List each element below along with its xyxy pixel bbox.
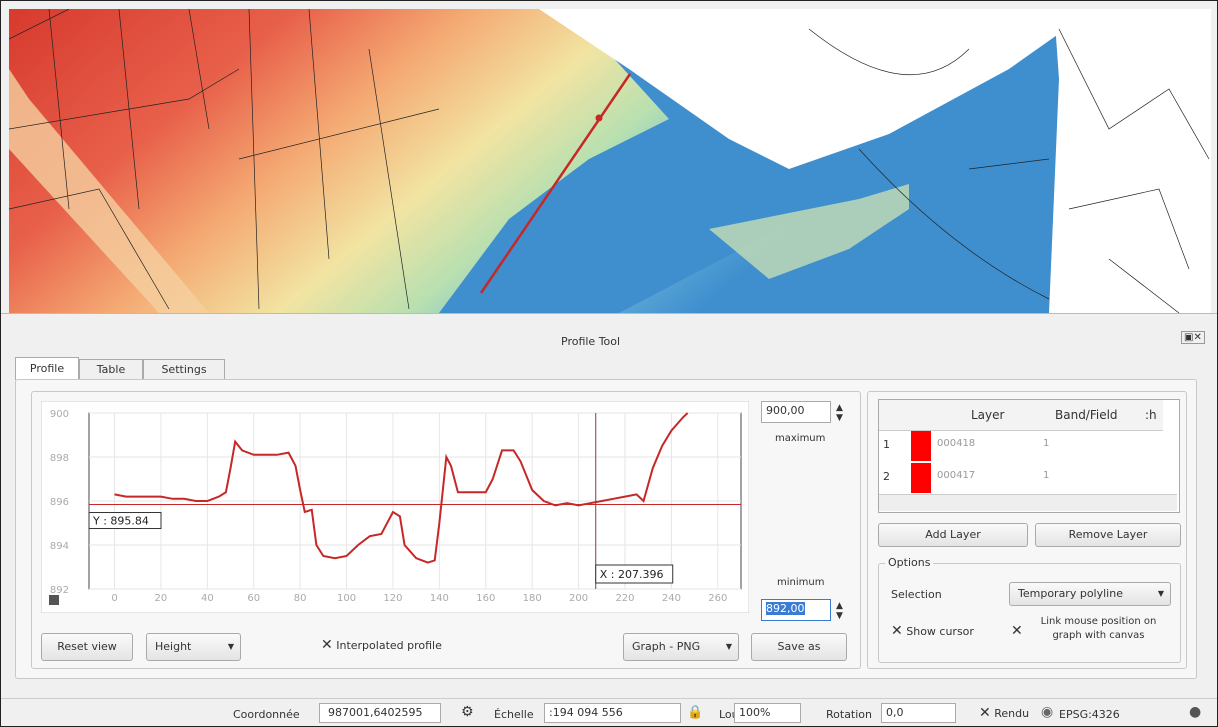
x-tick-label: 140 [430, 593, 449, 604]
lock-icon[interactable]: 🔒 [687, 705, 703, 720]
band: 1 [1043, 470, 1049, 481]
export-format-dropdown[interactable]: Graph - PNG▼ [623, 633, 739, 661]
table-header [879, 400, 1163, 431]
panel-title: Profile Tool [561, 335, 620, 348]
max-label: maximum [775, 433, 825, 444]
x-tick-label: 120 [383, 593, 402, 604]
render-checkbox[interactable]: ✕ Rendu [979, 705, 1029, 721]
qgis-window: Profile Tool ▣✕ Profile Table Settings 8… [0, 0, 1218, 727]
x-tick-label: 60 [247, 593, 260, 604]
y-tick-label: 896 [50, 497, 69, 508]
y-tick-label: 892 [50, 585, 69, 596]
remove-layer-button[interactable]: Remove Layer [1035, 523, 1181, 547]
dropdown-value: Graph - PNG [632, 640, 700, 653]
x-tick-label: 180 [523, 593, 542, 604]
dropdown-value: Height [155, 640, 191, 653]
min-label: minimum [777, 577, 824, 588]
y-tick-label: 898 [50, 453, 69, 464]
crs-label[interactable]: EPSG:4326 [1059, 708, 1120, 721]
row-number: 2 [883, 470, 890, 483]
tab[interactable]: Table [79, 359, 143, 380]
map-canvas[interactable] [9, 9, 1211, 313]
row-number: 1 [883, 438, 890, 451]
magnifier-input[interactable]: 100% [734, 703, 801, 723]
x-tick-label: 20 [155, 593, 168, 604]
layer-name: 000417 [937, 470, 975, 481]
profile-plot[interactable]: 892 894 896 898 900 0 20 40 60 80 100 120 140 160 180 2… [41, 401, 749, 613]
layer-color[interactable] [911, 431, 931, 461]
checkbox-label: Link mouse position on graph with canvas [1031, 615, 1166, 643]
plot-mode-dropdown[interactable]: Height▼ [146, 633, 241, 661]
show-cursor-checkbox[interactable]: ✕ Show cursor [891, 623, 974, 639]
x-tick-label: 200 [569, 593, 588, 604]
selection-dropdown[interactable]: Temporary polyline▼ [1009, 582, 1171, 606]
column-header: :h [1145, 408, 1157, 422]
layers-table[interactable]: Layer Band/Field :h 1 000418 1 2 000417 … [878, 399, 1180, 513]
x-tick-label: 40 [201, 593, 214, 604]
dropdown-value: Temporary polyline [1018, 587, 1123, 600]
checkbox-label: Show cursor [906, 625, 974, 638]
tab[interactable]: Profile [15, 357, 79, 380]
max-input[interactable]: 900,00 [761, 401, 831, 423]
layer-name: 000418 [937, 438, 975, 449]
x-tick-label: 0 [111, 593, 117, 604]
interpolated-checkbox[interactable]: ✕ Interpolated profile [321, 637, 442, 653]
rotation-input[interactable]: 0,0 [881, 703, 956, 723]
cursor-y-label: Y : 895.84 [92, 515, 149, 528]
panel-controls[interactable]: ▣✕ [1181, 331, 1205, 344]
coordinate-icon[interactable]: ⚙ [461, 704, 474, 720]
y-tick-label: 894 [50, 541, 69, 552]
x-tick-label: 80 [294, 593, 307, 604]
options-group [878, 563, 1181, 663]
x-tick-label: 240 [662, 593, 681, 604]
y-tick-label: 900 [50, 409, 69, 420]
autoscale-icon [49, 595, 59, 605]
x-tick-label: 160 [476, 593, 495, 604]
messages-icon[interactable]: ● [1189, 704, 1201, 720]
scrollbar[interactable] [879, 494, 1177, 511]
layer-color[interactable] [911, 463, 931, 493]
spinner[interactable]: ▲▼ [836, 403, 843, 423]
spinner[interactable]: ▲▼ [836, 601, 843, 621]
x-tick-label: 100 [337, 593, 356, 604]
tab[interactable]: Settings [143, 359, 225, 380]
save-as-button[interactable]: Save as [751, 633, 847, 661]
render-label: Rendu [994, 707, 1029, 720]
scale-input[interactable]: :194 094 556 [544, 703, 681, 723]
band: 1 [1043, 438, 1049, 449]
reset-view-button[interactable]: Reset view [41, 633, 133, 661]
scale-label: Échelle [494, 708, 534, 721]
min-value: 892,00 [766, 602, 805, 615]
x-tick-label: 260 [708, 593, 727, 604]
column-header: Band/Field [1055, 408, 1118, 422]
divider [1, 313, 1217, 314]
crs-icon[interactable]: ◉ [1041, 704, 1053, 720]
min-input[interactable]: 892,00 [761, 599, 831, 621]
coordinate-label: Coordonnée [233, 708, 300, 721]
options-title: Options [885, 556, 933, 569]
rotation-label: Rotation [826, 708, 872, 721]
selection-label: Selection [891, 588, 942, 601]
column-header: Layer [971, 408, 1004, 422]
link-mouse-checkbox[interactable]: ✕ [1011, 623, 1023, 639]
cursor-x-label: X : 207.396 [600, 568, 664, 581]
add-layer-button[interactable]: Add Layer [878, 523, 1028, 547]
checkbox-label: Interpolated profile [336, 639, 442, 652]
coordinate-input[interactable]: 987001,6402595 [319, 703, 441, 723]
x-tick-label: 220 [615, 593, 634, 604]
